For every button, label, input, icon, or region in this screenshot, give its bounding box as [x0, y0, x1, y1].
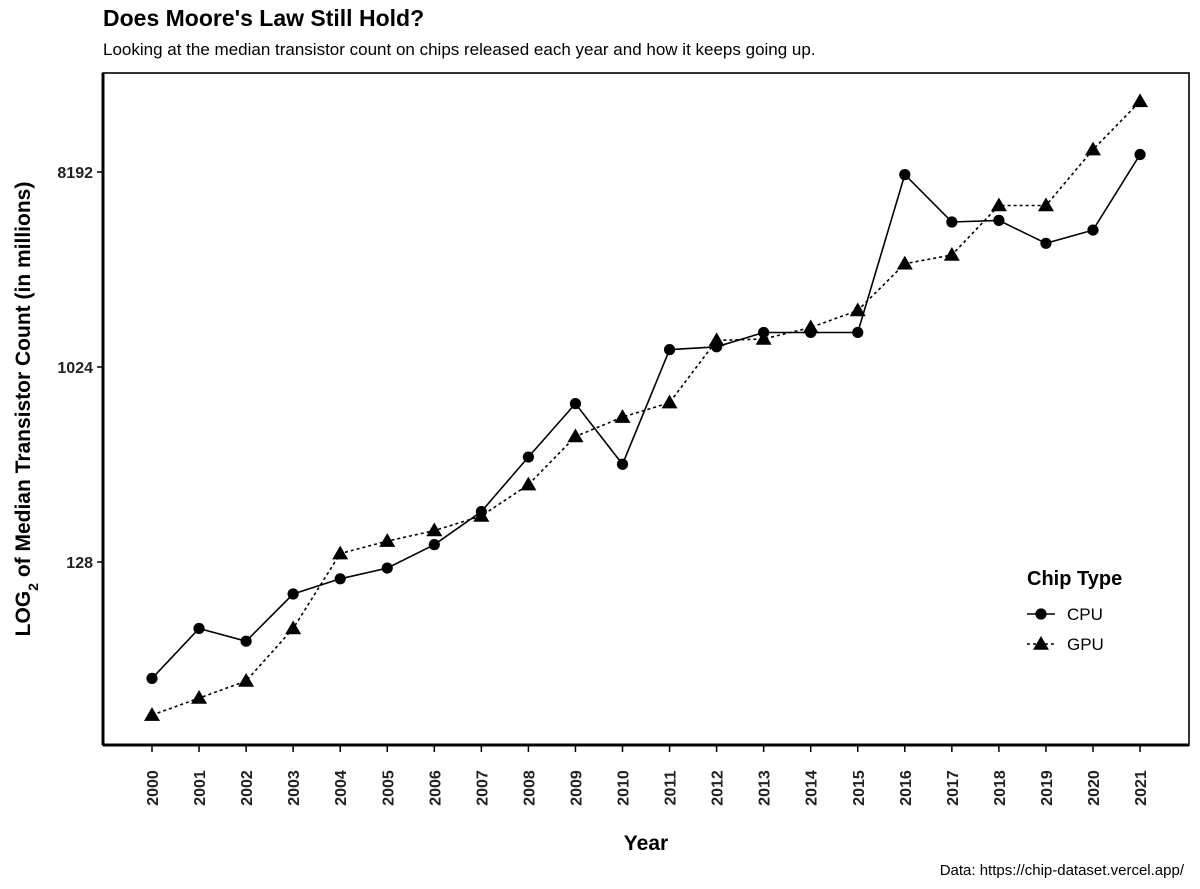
x-tick-label: 2013: [757, 770, 774, 806]
cpu-point: [240, 635, 252, 647]
x-tick-label: 2007: [474, 770, 491, 806]
cpu-point: [193, 622, 205, 635]
gpu-point: [285, 620, 302, 635]
gpu-point: [661, 394, 678, 409]
gpu-point: [708, 332, 725, 347]
gpu-point: [849, 302, 866, 317]
gpu-point: [614, 409, 631, 423]
x-tick-label: 2021: [1133, 770, 1150, 806]
gpu-point: [238, 672, 255, 687]
chart-subtitle: Looking at the median transistor count o…: [103, 40, 816, 59]
x-tick-label: 2011: [663, 771, 680, 806]
y-tick-label: 1024: [57, 360, 93, 377]
axes: 128 1024 8192 2000 2001 2002 2003 2004 2005 2006 2…: [12, 72, 1190, 855]
gpu-point: [520, 476, 537, 491]
legend-item-cpu: CPU: [1027, 605, 1103, 624]
cpu-point: [381, 562, 393, 574]
gpu-point: [802, 319, 819, 334]
legend-key-circle: [1035, 608, 1047, 620]
cpu-point: [993, 214, 1005, 226]
cpu-point: [428, 539, 440, 551]
gpu-point: [943, 247, 960, 261]
y-tick-label: 128: [66, 555, 93, 572]
gpu-point: [755, 331, 772, 345]
x-tick-label: 2003: [286, 770, 303, 806]
legend: Chip Type CPU GPU: [1027, 568, 1122, 654]
gpu-point: [896, 255, 913, 270]
x-tick-label: 2006: [427, 770, 444, 806]
cpu-point: [1087, 224, 1099, 236]
x-tick-label: 2008: [521, 770, 538, 806]
x-tick-label: 2005: [380, 770, 397, 806]
legend-title: Chip Type: [1027, 568, 1122, 590]
y-axis-title: LOG2 of Median Transistor Count (in mill…: [12, 182, 41, 637]
cpu-point: [1134, 148, 1146, 161]
gpu-point: [144, 707, 160, 721]
legend-item-gpu: GPU: [1027, 635, 1104, 654]
x-tick-label: 2019: [1039, 770, 1056, 806]
cpu-point: [522, 451, 535, 463]
data-source-caption: Data: https://chip-dataset.vercel.app/: [939, 862, 1184, 879]
cpu-series: [146, 148, 1146, 684]
series-layer: [144, 93, 1149, 721]
x-tick-label: 2004: [333, 770, 350, 806]
cpu-point: [334, 573, 346, 585]
gpu-point: [379, 533, 396, 547]
x-tick-label: 2014: [804, 770, 821, 806]
cpu-point: [852, 326, 864, 339]
cpu-point: [569, 398, 582, 410]
x-tick-label: 2018: [992, 770, 1009, 806]
cpu-line: [151, 154, 1141, 679]
cpu-point: [146, 672, 158, 684]
x-tick-label: 2000: [145, 770, 162, 806]
x-tick-label: 2009: [568, 770, 585, 806]
chart-title: Does Moore's Law Still Hold?: [103, 5, 425, 31]
x-tick-label: 2020: [1086, 770, 1103, 806]
cpu-point: [1040, 237, 1052, 249]
gpu-point: [1037, 197, 1054, 212]
x-axis-title: Year: [624, 832, 668, 855]
cpu-point: [899, 169, 911, 181]
legend-label: GPU: [1067, 635, 1104, 654]
x-tick-label: 2017: [945, 770, 962, 806]
x-tick-label: 2015: [851, 770, 868, 806]
x-tick-label: 2010: [616, 770, 633, 806]
x-tick-label: 2012: [710, 770, 727, 806]
y-tick-label: 8192: [57, 165, 93, 182]
x-tick-label: 2016: [898, 770, 915, 806]
x-tick-label: 2001: [192, 770, 209, 806]
cpu-point: [287, 588, 299, 600]
cpu-point: [663, 344, 676, 356]
cpu-point: [946, 216, 958, 228]
gpu-point: [332, 545, 349, 560]
gpu-point: [426, 522, 443, 537]
gpu-point: [1132, 93, 1149, 108]
gpu-point: [990, 197, 1007, 212]
gpu-point: [1085, 141, 1101, 156]
x-tick-label: 2002: [239, 770, 256, 806]
gpu-series: [144, 93, 1149, 721]
gpu-point: [191, 690, 208, 704]
gpu-point: [567, 428, 584, 443]
cpu-point: [616, 458, 629, 470]
gpu-point: [473, 508, 490, 522]
legend-key-triangle: [1033, 636, 1049, 650]
legend-label: CPU: [1067, 605, 1103, 624]
